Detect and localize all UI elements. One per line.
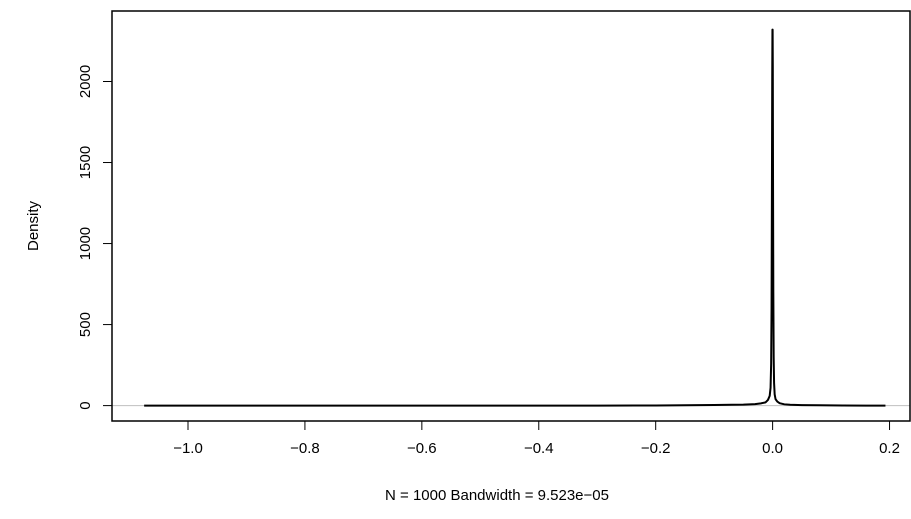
x-axis: −1.0 −0.8 −0.6 −0.4 −0.2 0.0 0.2 <box>173 420 900 457</box>
y-tick-label: 1000 <box>77 227 94 260</box>
x-tick-label: −0.2 <box>641 440 671 457</box>
y-tick-label: 2000 <box>77 65 94 98</box>
x-tick-label: −0.6 <box>407 440 437 457</box>
x-axis-label: N = 1000 Bandwidth = 9.523e−05 <box>385 487 609 504</box>
x-tick-label: 0.0 <box>762 440 783 457</box>
y-tick-label: 1500 <box>77 146 94 179</box>
x-tick-label: −0.4 <box>524 440 554 457</box>
y-axis-label: Density <box>25 200 42 251</box>
y-axis: 0 500 1000 1500 2000 <box>77 65 113 410</box>
plot-area <box>111 10 911 422</box>
y-tick-label: 0 <box>77 401 94 409</box>
density-curve <box>144 28 886 407</box>
x-tick-label: −0.8 <box>290 440 320 457</box>
x-tick-label: −1.0 <box>173 440 203 457</box>
x-tick-label: 0.2 <box>879 440 900 457</box>
plot-frame <box>111 10 911 422</box>
y-tick-label: 500 <box>77 312 94 337</box>
